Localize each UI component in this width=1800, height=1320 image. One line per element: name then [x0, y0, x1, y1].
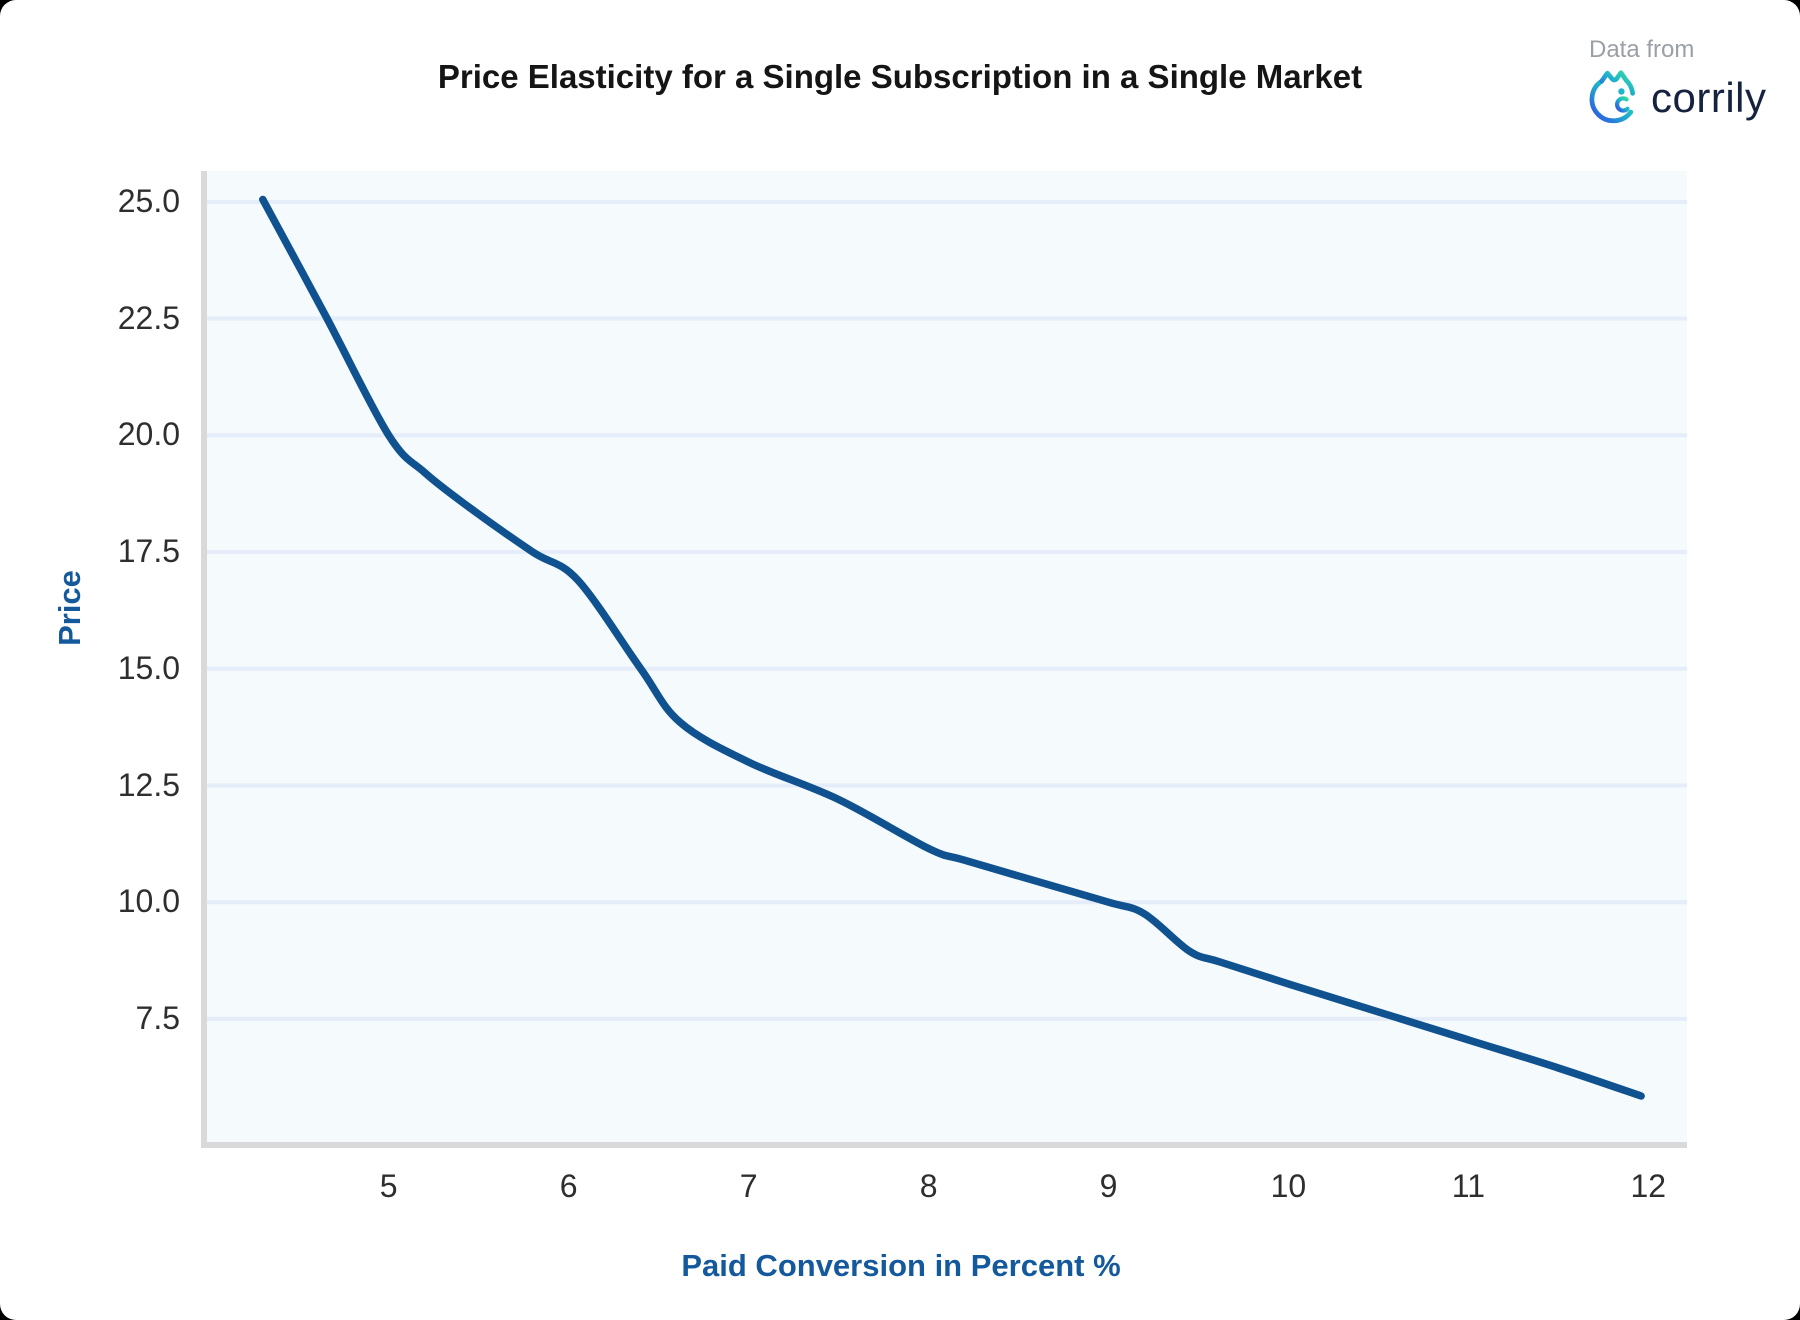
y-tick-label: 22.5 [117, 299, 180, 336]
brand-name: corrily [1651, 74, 1767, 121]
y-tick-label: 15.0 [117, 649, 180, 686]
y-tick-label: 10.0 [117, 882, 180, 919]
y-tick-label: 12.5 [117, 766, 180, 803]
y-tick-label: 20.0 [117, 416, 180, 453]
x-tick-label: 6 [559, 1168, 578, 1204]
x-tick-label: 7 [739, 1168, 758, 1204]
price-elasticity-line [259, 195, 1645, 1100]
x-axis-title: Paid Conversion in Percent % [681, 1248, 1121, 1283]
attribution: Data from corrily [1583, 36, 1767, 128]
x-tick-label: 10 [1270, 1168, 1307, 1204]
corrily-cat-logo-icon [1589, 70, 1636, 124]
attribution-prefix: Data from [1589, 36, 1695, 63]
y-tick-label: 17.5 [117, 532, 180, 569]
x-tick-label: 12 [1630, 1168, 1667, 1204]
x-tick-label: 9 [1099, 1168, 1118, 1204]
brand-row: corrily [1583, 68, 1767, 128]
y-tick-label: 7.5 [135, 999, 180, 1036]
plot-background [207, 171, 1687, 1142]
x-tick-label: 5 [379, 1168, 398, 1204]
x-tick-label: 8 [919, 1168, 938, 1204]
y-tick-label: 25.0 [117, 182, 180, 219]
x-tick-label: 11 [1451, 1168, 1485, 1204]
chart-title: Price Elasticity for a Single Subscripti… [437, 58, 1363, 95]
